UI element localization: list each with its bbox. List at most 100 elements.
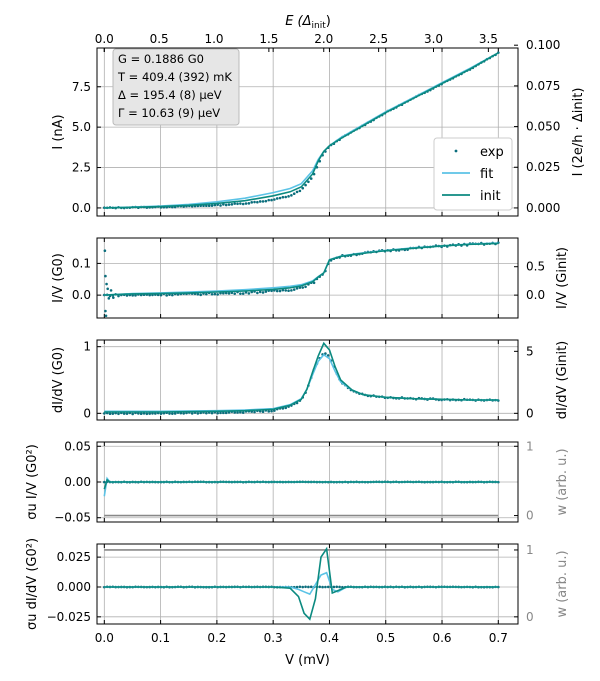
y-right-tick-label: 0 [526, 610, 534, 624]
legend-frame [433, 137, 513, 211]
info-box-frame [112, 48, 240, 126]
exp-point [326, 585, 330, 589]
exp-point [210, 292, 214, 296]
init-line [104, 242, 499, 296]
series-group [103, 341, 500, 416]
exp-point [256, 200, 259, 204]
exp-point [284, 195, 288, 199]
exp-point [281, 288, 285, 292]
init-line [104, 341, 499, 413]
exp-point [307, 585, 310, 589]
top-axis: 0.0 0.5 1.0 1.5 2.0 2.5 3.0 3.5 [95, 32, 498, 52]
exp-point [219, 204, 222, 207]
exp-point [125, 412, 129, 415]
exp-point [205, 292, 208, 296]
exp-point [278, 196, 282, 200]
y-right-tick-label: 0.5 [526, 260, 545, 274]
legend-label-init: init [480, 189, 501, 204]
exp-point [117, 294, 120, 298]
panel-4: 0.05 0.00 −0.05 1 0 σu I/V (G0²) w (arb. u.) [25, 439, 570, 524]
exp-point [216, 411, 219, 415]
panel-frame [96, 237, 519, 319]
exp-point [287, 195, 290, 198]
exp-point [205, 411, 208, 415]
exp-point [295, 585, 299, 589]
panel-frame [96, 339, 519, 421]
top-axis-label: E (Δinit) [285, 14, 331, 31]
exp-point [213, 203, 217, 207]
y-tick-label: 5.0 [72, 120, 91, 134]
top-tick-label: 1.0 [204, 32, 223, 46]
exp-point [239, 202, 242, 205]
top-tick-label: 2.5 [369, 32, 388, 46]
exp-point [321, 585, 324, 589]
exp-point [107, 297, 111, 300]
init-line [103, 478, 499, 490]
top-tick-label: 0.5 [150, 32, 169, 46]
exp-point [281, 195, 285, 199]
exp-point [295, 287, 299, 290]
exp-point [278, 289, 282, 293]
x-tick-label: 0.1 [151, 631, 170, 645]
exp-point [258, 290, 262, 294]
exp-point [244, 202, 248, 205]
x-tick-label: 0.7 [489, 631, 508, 645]
legend-exp-marker [454, 149, 458, 153]
top-tick-label: 3.0 [424, 32, 443, 46]
fit-line [104, 353, 499, 413]
exp-point [301, 585, 305, 589]
exp-point [304, 285, 307, 289]
exp-point [139, 412, 143, 416]
exp-point [233, 411, 237, 414]
exp-point [304, 585, 307, 589]
exp-point [224, 411, 228, 415]
panel-3: 0 1 0 5 dI/dV (G0) dI/dV (Ginit) [51, 339, 570, 421]
exp-point [236, 202, 239, 206]
exp-point [324, 585, 327, 589]
exp-point [253, 410, 256, 414]
exp-point [298, 189, 302, 193]
y-right-tick-label: 1 [526, 543, 534, 557]
exp-point [270, 409, 273, 413]
y-tick-label: 0 [83, 406, 91, 420]
exp-point [236, 411, 239, 414]
exp-point [239, 292, 242, 295]
exp-point [264, 199, 268, 203]
y-right-axis-label: I (2e/h · Δinit) [571, 88, 586, 177]
exp-point [159, 293, 163, 297]
exp-point [222, 203, 225, 206]
fit-line [104, 571, 499, 596]
top-tick-label: 0.0 [95, 32, 114, 46]
exp-point [154, 412, 157, 415]
exp-point [275, 289, 279, 293]
exp-point [105, 282, 108, 286]
exp-point [307, 180, 310, 184]
init-line [104, 546, 499, 621]
exp-point [222, 411, 225, 415]
exp-point [335, 585, 339, 589]
panel-frame [96, 543, 519, 625]
exp-point [247, 202, 251, 205]
y-axis-label: σu I/V (G0²) [25, 444, 40, 520]
exp-point [117, 412, 120, 416]
exp-point [159, 412, 163, 415]
x-tick-label: 0.3 [264, 631, 283, 645]
panel-frame [96, 441, 519, 523]
y-tick-label: 0.00 [64, 475, 91, 489]
exp-point [290, 289, 293, 292]
exp-point [309, 585, 313, 589]
y-right-tick-label: 0.000 [526, 201, 560, 215]
panel-2: 0.0 0.1 0.0 0.5 I/V (G0) I/V (Ginit) [51, 237, 570, 319]
exp-point [338, 585, 341, 589]
y-right-axis-label: w (arb. u.) [555, 550, 570, 617]
y-tick-label: 0.1 [72, 256, 91, 270]
exp-point [205, 204, 208, 208]
x-tick-label: 0.0 [95, 631, 114, 645]
y-tick-label: 7.5 [72, 80, 91, 94]
exp-point [103, 249, 107, 252]
init-line [104, 52, 499, 209]
exp-point [182, 412, 185, 415]
y-tick-label: 2.5 [72, 161, 91, 175]
exp-point [267, 410, 271, 413]
